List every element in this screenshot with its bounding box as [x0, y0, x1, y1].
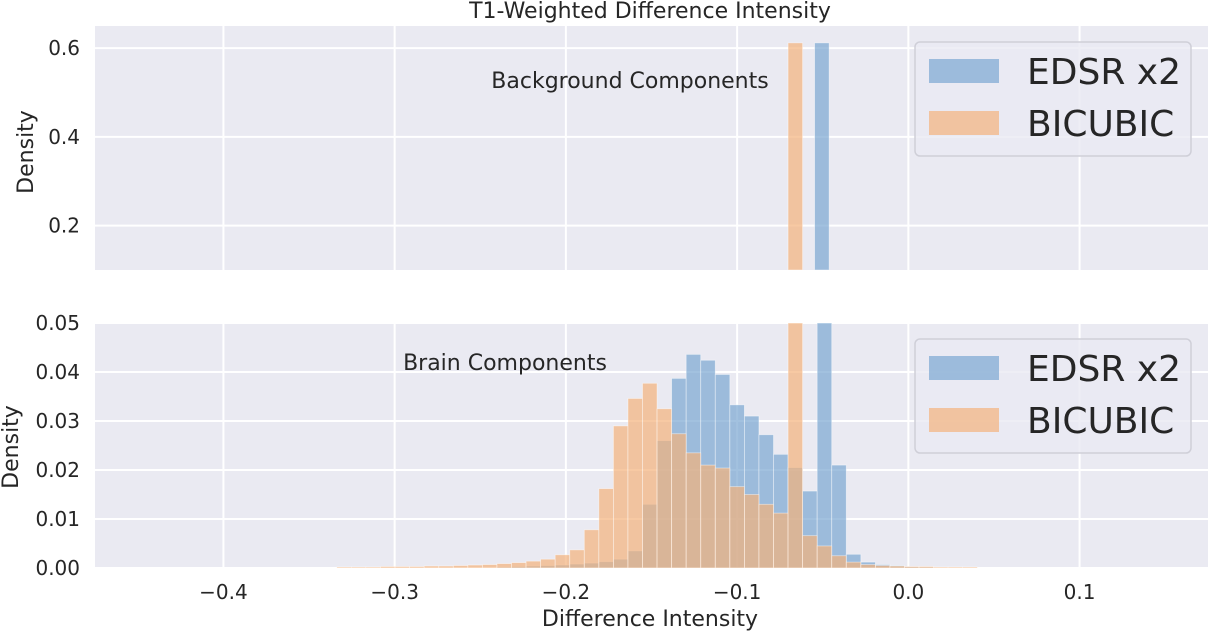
bottom-y-tick-labels: 0.00 0.01 0.02 0.03 0.04 0.05 [35, 311, 80, 580]
bicubic-legend-label: BICUBIC [1027, 401, 1174, 442]
bicubic-bar [904, 566, 920, 569]
bicubic-bar [845, 561, 862, 569]
bicubic-bar [787, 42, 804, 271]
bicubic-bar [918, 566, 935, 569]
y-tick-label: 0.4 [48, 125, 80, 149]
y-tick-label: 0.6 [48, 36, 80, 60]
bicubic-bar [482, 564, 498, 569]
bicubic-bar [671, 433, 687, 569]
bicubic-bar [351, 566, 367, 569]
bottom-y-axis-label: Density [0, 405, 24, 489]
x-axis-label: Difference Intensity [542, 607, 758, 632]
bicubic-bar [787, 322, 804, 569]
edsr-x2-bar [814, 42, 830, 271]
top-histogram-bars [787, 42, 830, 271]
background-components-panel: 0.20.40.6 Background Components Density … [14, 26, 1208, 271]
bicubic-bar [656, 408, 673, 569]
bicubic-legend-label: BICUBIC [1027, 104, 1174, 145]
bottom-histogram-bars [336, 322, 978, 569]
brain-components-annotation: Brain Components [403, 351, 607, 376]
bicubic-bar [933, 566, 949, 569]
x-tick-label: −0.3 [370, 580, 419, 604]
bicubic-bar [758, 503, 774, 569]
bicubic-bar [816, 545, 833, 569]
bicubic-bar [598, 488, 614, 569]
x-tick-label: −0.1 [713, 580, 762, 604]
bicubic-bar [409, 566, 425, 569]
bicubic-bar [569, 549, 585, 569]
bicubic-bar [860, 564, 876, 569]
x-tick-label: 0.1 [1064, 580, 1096, 604]
bicubic-bar [874, 565, 891, 569]
edsr-x2-legend-label: EDSR x2 [1027, 52, 1181, 93]
top-y-axis-label: Density [14, 110, 39, 194]
y-tick-label: 0.01 [35, 507, 80, 531]
bicubic-bar [743, 494, 760, 569]
edsr-x2-legend-swatch [929, 356, 999, 380]
bicubic-bar [583, 529, 600, 569]
bicubic-bar [496, 563, 512, 569]
x-tick-label: 0.0 [892, 580, 924, 604]
bicubic-bar [525, 560, 542, 569]
bicubic-bar [423, 565, 440, 569]
bicubic-bar [729, 486, 745, 569]
bicubic-bar [962, 566, 978, 569]
top-y-tick-labels: 0.2 0.4 0.6 [48, 36, 80, 237]
edsr-x2-bar [816, 322, 833, 569]
y-tick-label: 0.05 [35, 311, 80, 335]
x-tick-labels: −0.4 −0.3 −0.2 −0.1 0.0 0.1 [199, 580, 1095, 604]
brain-components-panel: 0.000.010.020.030.040.05 −0.4 −0.3 −0.2 −0.… [0, 311, 1208, 604]
bicubic-bar [380, 566, 396, 569]
bicubic-bar [714, 467, 731, 569]
bicubic-bar [365, 566, 381, 569]
bicubic-bar [889, 565, 905, 569]
x-tick-label: −0.4 [199, 580, 248, 604]
y-tick-label: 0.03 [35, 409, 80, 433]
background-components-annotation: Background Components [491, 69, 768, 94]
bicubic-bar [627, 398, 643, 569]
bicubic-bar [700, 464, 716, 569]
y-tick-label: 0.2 [48, 214, 80, 238]
edsr-x2-legend-label: EDSR x2 [1027, 349, 1181, 390]
bicubic-legend-swatch [929, 408, 999, 432]
bicubic-bar [467, 564, 483, 569]
bicubic-legend-swatch [929, 111, 999, 135]
bicubic-bar [642, 382, 658, 569]
bicubic-bar [511, 562, 527, 569]
bicubic-bar [831, 555, 847, 569]
x-tick-label: −0.2 [542, 580, 591, 604]
y-tick-label: 0.00 [35, 556, 80, 580]
bicubic-bar [540, 558, 556, 569]
y-tick-label: 0.04 [35, 360, 80, 384]
bicubic-bar [613, 425, 629, 569]
bottom-legend: EDSR x2 BICUBIC [914, 338, 1192, 454]
bicubic-bar [947, 566, 964, 569]
top-legend: EDSR x2 BICUBIC [914, 41, 1192, 157]
bicubic-bar [773, 512, 789, 569]
bicubic-bar [554, 554, 571, 569]
bicubic-bar [452, 565, 469, 569]
chart-title: T1-Weighted Difference Intensity [468, 0, 831, 24]
edsr-x2-legend-swatch [929, 59, 999, 83]
bicubic-bar [336, 566, 352, 569]
y-tick-label: 0.02 [35, 458, 80, 482]
bicubic-bar [394, 566, 411, 569]
edsr-x2-bar [831, 464, 847, 569]
bicubic-bar [802, 535, 818, 569]
bicubic-bar [438, 565, 454, 569]
bicubic-bar [685, 452, 702, 569]
